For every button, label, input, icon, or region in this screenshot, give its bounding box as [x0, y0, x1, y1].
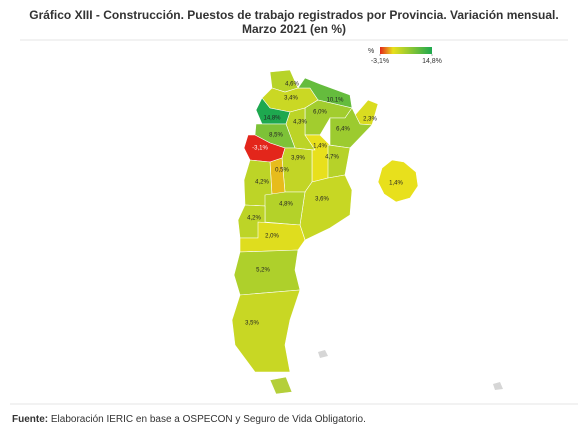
legend-tick-label: 14,8% — [422, 58, 442, 65]
region-label: 4,2% — [247, 216, 261, 222]
region-label: 5,2% — [256, 268, 270, 274]
region-label: 4,3% — [293, 120, 307, 126]
region-label: 8,5% — [269, 133, 283, 139]
region-label: 3,5% — [245, 321, 259, 327]
region-label: 2,0% — [265, 234, 279, 240]
region-label: 1,4% — [389, 181, 403, 187]
region — [377, 159, 419, 203]
island-region — [269, 376, 293, 395]
islands — [318, 350, 328, 358]
region-label: 2,3% — [363, 117, 377, 123]
region-label: 10,1% — [326, 98, 344, 104]
region — [231, 289, 301, 373]
source-label: Fuente: — [12, 414, 49, 425]
region-label: 1,4% — [313, 144, 327, 150]
region-label: 4,2% — [255, 180, 269, 186]
region-label: 4,7% — [325, 155, 339, 161]
region-label: 3,9% — [291, 156, 305, 162]
region-label: 4,8% — [279, 202, 293, 208]
source: Fuente: Elaboración IERIC en base a OSPE… — [12, 414, 366, 425]
region — [327, 144, 351, 179]
region-label: 0,5% — [275, 168, 289, 174]
legend-gradient — [380, 47, 432, 54]
chart-title: Gráfico XIII - Construcción. Puestos de … — [29, 8, 559, 36]
region-label: 4,6% — [285, 82, 299, 88]
region-label: 3,6% — [315, 197, 329, 203]
region — [269, 157, 286, 196]
region-label: 3,4% — [284, 96, 298, 102]
region-label: 6,4% — [336, 127, 350, 133]
region-label: 14,8% — [263, 116, 281, 122]
islands — [493, 382, 503, 390]
region-label: -3,1% — [252, 146, 268, 152]
region — [297, 77, 353, 109]
legend-title: % — [368, 48, 374, 55]
region-label: 6,0% — [313, 110, 327, 116]
legend-tick-label: -3,1% — [371, 58, 389, 65]
source-text: Elaboración IERIC en base a OSPECON y Se… — [50, 414, 366, 425]
region — [264, 191, 306, 226]
